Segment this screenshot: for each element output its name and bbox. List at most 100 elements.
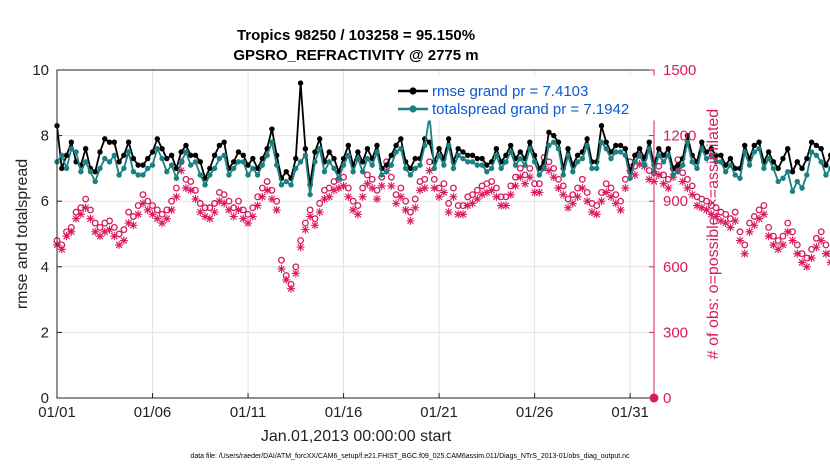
obs-assimilated-point	[549, 173, 558, 182]
spread-point	[259, 162, 266, 168]
y-tick-label-right: 300	[663, 324, 688, 341]
obs-possible-point	[187, 178, 195, 185]
rmse-point	[154, 136, 160, 142]
obs-possible-point	[421, 175, 429, 183]
obs-possible-point	[359, 184, 367, 192]
spread-point	[283, 178, 289, 185]
spread-point	[273, 162, 280, 168]
obs-assimilated-point	[793, 249, 802, 258]
rmse-point	[259, 155, 266, 162]
obs-assimilated-point	[76, 210, 85, 219]
spread-point	[441, 162, 447, 168]
spread-point	[145, 165, 151, 172]
obs-assimilated-point	[325, 192, 334, 201]
rmse-point	[345, 142, 352, 149]
spread-point	[703, 155, 710, 162]
spread-point	[603, 146, 609, 152]
spread-point	[231, 165, 237, 172]
obs-possible-point	[430, 175, 438, 183]
spread-point	[78, 168, 84, 175]
obs-assimilated-point	[688, 190, 697, 199]
spread-point	[297, 159, 304, 165]
rmse-point	[197, 159, 203, 165]
spread-point	[111, 152, 118, 158]
x-tick-label: 01/01	[38, 404, 76, 421]
obs-assimilated-point	[740, 249, 749, 258]
y-tick-label-right: 0	[663, 390, 671, 407]
spread-point	[679, 162, 686, 168]
obs-assimilated-point	[282, 275, 291, 284]
spread-point	[125, 149, 132, 155]
obs-possible-point	[153, 206, 161, 214]
obs-possible-point	[82, 195, 90, 203]
y-axis-label-left: rmse and totalspread	[14, 159, 31, 309]
spread-point	[670, 172, 676, 178]
obs-assimilated-point	[143, 205, 152, 214]
spread-point	[522, 162, 528, 168]
spread-point	[450, 165, 457, 172]
obs-assimilated-point	[697, 203, 706, 212]
obs-possible-point	[411, 195, 419, 203]
rmse-point	[111, 139, 118, 145]
x-tick-label: 01/11	[230, 404, 266, 421]
spread-point	[398, 146, 404, 152]
spread-point	[608, 155, 614, 162]
y-tick-label-left: 4	[41, 259, 49, 276]
obs-assimilated-point	[812, 243, 821, 252]
obs-assimilated-point	[134, 210, 143, 219]
rmse-point	[92, 168, 98, 175]
rmse-point	[231, 159, 237, 165]
rmse-point	[140, 162, 146, 168]
obs-possible-point	[397, 184, 405, 192]
obs-possible-point	[731, 208, 739, 216]
rmse-point	[240, 152, 246, 158]
obs-assimilated-point	[435, 192, 444, 201]
rmse-point	[82, 146, 89, 152]
rmse-point	[603, 139, 609, 145]
obs-possible-point	[196, 199, 204, 207]
obs-assimilated-point	[401, 205, 410, 214]
obs-possible-point	[158, 210, 166, 218]
obs-possible-point	[206, 204, 214, 212]
rmse-point	[59, 165, 65, 172]
obs-assimilated-point	[387, 181, 396, 190]
obs-assimilated-point	[396, 192, 405, 201]
rmse-point	[178, 149, 184, 155]
obs-possible-point	[306, 206, 314, 214]
rmse-point	[202, 175, 208, 181]
spread-point	[684, 139, 691, 145]
obs-assimilated-point	[124, 219, 133, 228]
spread-point	[336, 175, 342, 181]
obs-assimilated-point	[463, 201, 472, 210]
spread-point	[727, 162, 734, 168]
rmse-point	[393, 142, 399, 149]
obs-possible-point	[220, 191, 228, 199]
rmse-point	[63, 152, 70, 158]
obs-assimilated-point	[363, 179, 372, 188]
obs-assimilated-point	[712, 212, 721, 221]
obs-assimilated-point	[702, 205, 711, 214]
spread-point	[579, 155, 586, 162]
rmse-point	[145, 155, 151, 162]
rmse-point	[818, 146, 824, 152]
chart-title-line2: GPSRO_REFRACTIVITY @ 2775 m	[233, 47, 478, 64]
obs-assimilated-point	[191, 195, 200, 204]
spread-point	[737, 175, 743, 181]
obs-assimilated-point	[544, 166, 553, 175]
obs-assimilated-point	[578, 184, 587, 193]
spread-point	[316, 146, 323, 152]
spread-point	[68, 146, 75, 152]
rmse-point	[484, 162, 490, 168]
spread-point	[794, 178, 800, 185]
obs-assimilated-point	[244, 219, 253, 228]
obs-possible-point	[387, 173, 395, 181]
rmse-point	[149, 149, 156, 155]
obs-possible-point	[793, 241, 801, 249]
spread-point	[226, 172, 232, 178]
rmse-point	[412, 155, 418, 162]
rmse-point	[660, 152, 667, 158]
spread-point	[632, 159, 638, 165]
obs-assimilated-point	[473, 195, 482, 204]
spread-point	[240, 159, 246, 165]
spread-point	[598, 139, 605, 145]
